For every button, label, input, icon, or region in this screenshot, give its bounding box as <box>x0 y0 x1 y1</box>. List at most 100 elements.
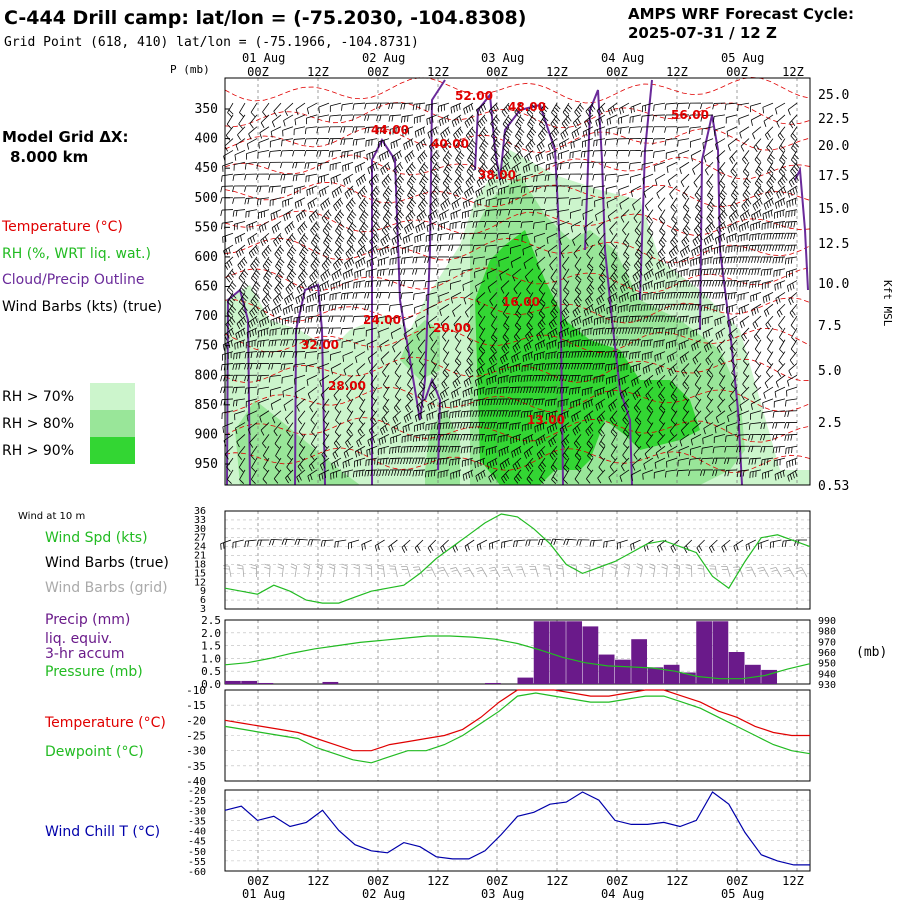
wind-barb-feather <box>673 292 676 299</box>
wind-barb-feather <box>538 313 544 319</box>
wind-barb <box>299 244 306 255</box>
wind-barb <box>788 173 798 183</box>
wind-barb-feather <box>246 225 248 232</box>
wind-barb <box>716 150 726 158</box>
wind-barb-feather <box>310 215 315 221</box>
wind-barb-feather <box>540 437 544 443</box>
wind-barb <box>514 292 522 302</box>
wind-barb-feather <box>471 163 477 169</box>
wind-barb-feather <box>254 328 257 335</box>
wind-barb-feather <box>670 292 673 299</box>
wind-barb-feather <box>283 120 286 127</box>
wind-barb-feather <box>423 163 429 169</box>
wind-barb-feather <box>546 427 550 434</box>
wind-barb-feather <box>292 175 295 182</box>
wind-barb-feather <box>457 422 460 429</box>
wind-barb-feather <box>598 277 604 283</box>
wind-barb <box>383 386 390 397</box>
wind-barb-feather <box>295 339 298 346</box>
wind-barb-feather <box>431 412 434 419</box>
wind-barb <box>607 102 618 110</box>
wind-barb-feather <box>766 256 769 263</box>
wind-barb-feather <box>252 329 254 336</box>
wind-barb-feather <box>589 295 594 302</box>
wind-barb-feather <box>508 209 511 216</box>
wind-barb-feather <box>232 210 235 217</box>
wind-barb-feather <box>658 380 663 387</box>
wind-barb-feather <box>523 398 526 405</box>
wind-barb <box>596 292 606 300</box>
wind-barb <box>394 209 402 219</box>
wind-barb-feather <box>733 256 736 263</box>
wind-barb-feather <box>727 280 730 287</box>
wind-barb-feather <box>569 388 571 395</box>
wind-barb-feather <box>514 301 520 307</box>
wind-barb <box>726 102 738 105</box>
wind-barb <box>522 363 534 367</box>
wind-barb-feather <box>766 202 769 209</box>
wind-barb-feather <box>256 199 259 206</box>
wind-barb <box>681 422 690 431</box>
wind-barb-feather <box>784 221 787 229</box>
wind-barb <box>571 410 582 417</box>
wind-barb-feather <box>385 177 390 184</box>
wind-barb-feather <box>277 295 281 302</box>
wind-barb-feather <box>743 372 748 378</box>
wind-barb-feather <box>478 170 483 177</box>
wind-barb-feather <box>459 151 465 157</box>
wind-barb <box>329 303 342 306</box>
wind-barb <box>442 339 450 350</box>
wind-barb <box>406 386 414 397</box>
wind-barb-feather <box>309 188 311 195</box>
wind-barb-feather <box>239 341 242 348</box>
wind-barb-feather <box>504 176 507 183</box>
wind-barb <box>500 351 510 359</box>
wind-barb <box>678 315 690 318</box>
wind-barb-feather <box>222 426 225 433</box>
wind-barb-feather <box>405 236 408 243</box>
wind-barb-feather <box>356 281 358 288</box>
wind-barb-feather <box>642 284 645 292</box>
wind-barb-feather <box>433 434 436 441</box>
wind-barb-feather <box>645 283 647 290</box>
wind-barb <box>426 232 438 237</box>
wind-barb <box>701 114 714 117</box>
wind-barb-feather <box>562 265 567 271</box>
wind-barb-feather <box>376 115 379 122</box>
wind-barb-feather <box>671 381 676 387</box>
wind-barb-feather <box>659 251 664 257</box>
wind-barb <box>523 256 534 264</box>
wind-barb-feather <box>787 109 791 116</box>
wind-barb-feather <box>369 153 371 160</box>
wind-barb-feather <box>300 251 306 257</box>
wind-barb-feather <box>674 269 677 276</box>
wind-barb-feather <box>764 134 769 140</box>
wind-barb-feather <box>511 357 514 364</box>
wind-barb-feather <box>763 256 766 263</box>
wind-barb-feather <box>434 166 439 172</box>
wind-barb <box>525 268 534 277</box>
wind-barb <box>390 445 402 449</box>
wind-barb-feather <box>660 366 664 372</box>
wind-barb-feather <box>276 263 282 269</box>
wind-barb-feather <box>616 138 619 145</box>
wind-barb-feather <box>388 115 391 122</box>
wind-barb-feather <box>539 322 544 328</box>
wind-barb <box>320 197 330 206</box>
wind-barb-feather <box>536 264 540 270</box>
wind-barb-feather <box>483 116 488 122</box>
wind-barb-feather <box>471 116 475 122</box>
wind-barb-feather <box>769 244 772 252</box>
wind-barb-feather <box>706 269 709 276</box>
wind-barb <box>706 209 714 219</box>
wind-barb-feather <box>482 142 488 148</box>
wind-barb-feather <box>612 389 615 396</box>
wind-barb-feather <box>409 213 414 219</box>
wind-barb-feather <box>643 381 648 388</box>
wind-barb-feather <box>624 429 630 435</box>
wind-barb <box>598 422 606 432</box>
wind-barb <box>500 280 510 289</box>
wind-barb-feather <box>573 253 578 259</box>
wind-barb-feather <box>528 353 530 360</box>
wind-barb <box>378 327 390 333</box>
